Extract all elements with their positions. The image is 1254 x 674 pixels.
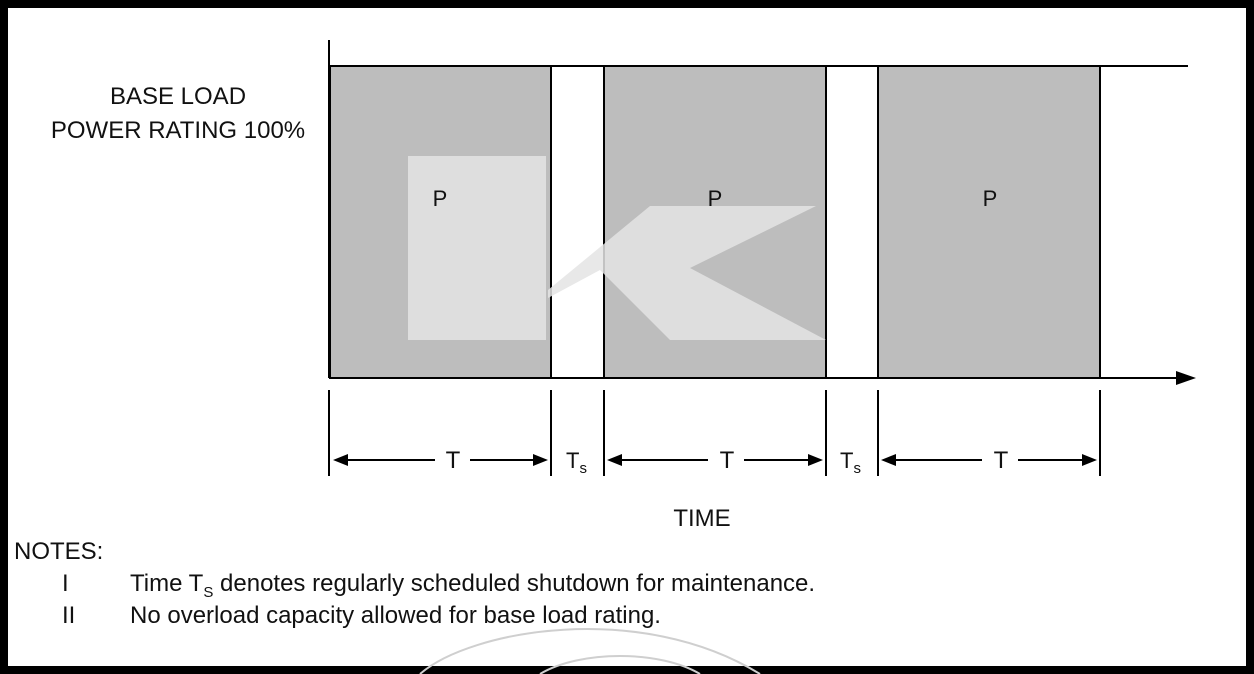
ylabel-line-1: BASE LOAD [110,83,246,110]
note-number: I [62,570,69,597]
block-label-2: P [708,186,723,211]
run-dimension-1 [333,454,548,466]
shutdown-label-1: Ts [566,448,587,477]
note-number: II [62,602,76,629]
notes-heading: NOTES: [14,538,104,565]
shutdown-label-2: Ts [840,448,861,477]
run-dimension-3 [881,454,1097,466]
watermark-square [408,156,546,340]
watermark-arc [419,628,761,674]
block-label-1: P [433,186,448,211]
power-block-3 [877,65,1101,379]
x-axis-arrowhead [1176,371,1196,385]
dimension-extension-lines [328,390,1101,476]
note-text: Time TS denotes regularly scheduled shut… [130,570,816,601]
run-label-2: T [720,447,735,474]
xlabel: TIME [673,505,730,532]
ylabel-line-2: POWER RATING 100% [51,117,305,144]
block-label-3: P [983,186,998,211]
run-label-1: T [446,447,461,474]
watermark-arrow [548,206,826,340]
note-text: No overload capacity allowed for base lo… [130,602,661,629]
run-label-3: T [994,447,1009,474]
run-dimension-2 [607,454,823,466]
watermark-arc-inner [539,655,701,674]
